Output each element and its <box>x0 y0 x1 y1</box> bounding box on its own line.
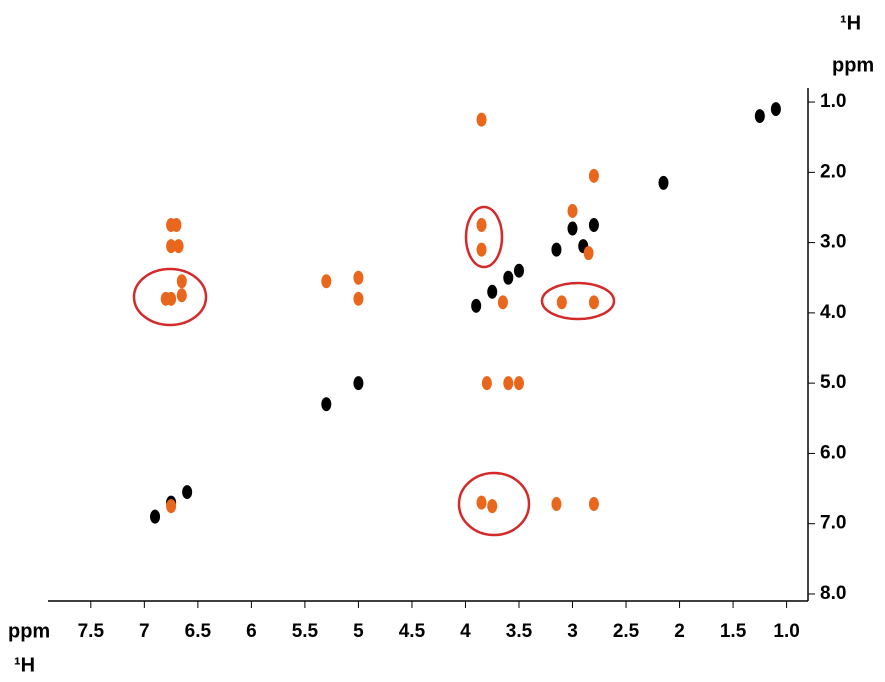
peak <box>166 499 177 514</box>
peak <box>476 112 487 127</box>
peak <box>588 497 599 512</box>
peak <box>166 291 177 306</box>
peak <box>176 274 187 289</box>
peak <box>551 497 562 512</box>
highlight-ellipse <box>457 471 531 537</box>
peak <box>754 109 765 124</box>
y-tick-label: 2.0 <box>820 161 846 182</box>
y-tick-label: 5.0 <box>820 372 846 393</box>
peak <box>588 168 599 183</box>
highlight-ellipse <box>464 205 504 269</box>
x-tick-label: 6.5 <box>185 621 212 642</box>
peak <box>150 509 161 524</box>
x-axis-unit: ppm <box>8 620 50 642</box>
x-tick-label: 4.5 <box>399 621 426 642</box>
x-tick-label: 3.5 <box>506 621 533 642</box>
peak <box>173 239 184 254</box>
peak <box>476 218 487 233</box>
x-tick-label: 5.5 <box>292 621 319 642</box>
y-tick-label: 1.0 <box>820 91 846 112</box>
x-tick-label: 6 <box>246 621 257 642</box>
peak <box>321 397 332 412</box>
x-tick-label: 1.0 <box>773 621 799 642</box>
highlight-ellipse <box>132 267 208 327</box>
peak <box>567 203 578 218</box>
peak <box>166 239 177 254</box>
y-tick-label: 4.0 <box>820 302 846 323</box>
peak <box>476 495 487 510</box>
peak <box>567 221 578 236</box>
x-axis-label: ¹H <box>14 654 35 676</box>
y-tick-label: 8.0 <box>820 583 846 604</box>
x-tick-label: 4 <box>460 621 471 642</box>
peak <box>770 102 781 117</box>
y-tick-label: 7.0 <box>820 513 846 534</box>
x-tick-label: 2.5 <box>613 621 640 642</box>
x-tick-label: 2 <box>674 621 685 642</box>
highlights <box>132 205 616 537</box>
peak <box>487 284 498 299</box>
peak <box>658 175 669 190</box>
peak <box>182 485 193 500</box>
peak <box>497 295 508 310</box>
peak <box>583 246 594 261</box>
peak <box>588 295 599 310</box>
peak <box>556 295 567 310</box>
peak <box>471 298 482 313</box>
peak <box>171 218 182 233</box>
peak <box>353 376 364 391</box>
peak <box>176 288 187 303</box>
x-tick-label: 3 <box>567 621 578 642</box>
peak <box>353 270 364 285</box>
peak <box>503 270 514 285</box>
plot-area <box>150 102 781 524</box>
y-tick-label: 3.0 <box>820 232 846 253</box>
x-tick-label: 7 <box>139 621 150 642</box>
peak <box>481 376 492 391</box>
peak <box>513 376 524 391</box>
peak <box>513 263 524 278</box>
peak <box>551 242 562 257</box>
y-axis-unit: ppm <box>832 54 874 76</box>
y-tick-label: 6.0 <box>820 442 846 463</box>
peak <box>503 376 514 391</box>
y-axis-label: ¹H <box>840 12 861 34</box>
x-tick-label: 5 <box>353 621 364 642</box>
peak <box>321 274 332 289</box>
highlight-ellipse <box>540 281 616 321</box>
peak <box>353 291 364 306</box>
x-tick-label: 7.5 <box>78 621 105 642</box>
peak <box>588 218 599 233</box>
x-tick-label: 1.5 <box>720 621 747 642</box>
peak <box>487 499 498 514</box>
peak <box>476 242 487 257</box>
